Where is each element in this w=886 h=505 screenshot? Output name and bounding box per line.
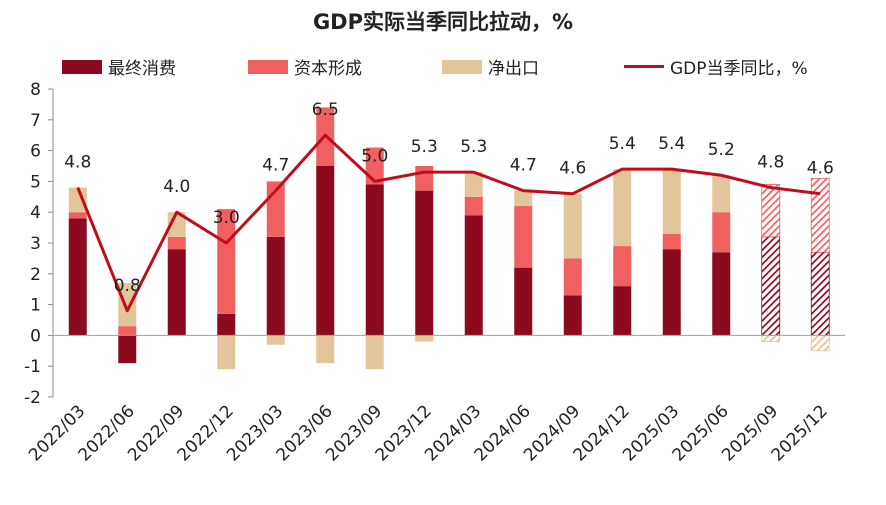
data-label-gdp: 5.3 [460,137,487,157]
data-label-gdp: 4.7 [510,156,537,176]
data-label-gdp: 4.8 [757,153,784,173]
bar-capital-2024-12 [613,246,632,287]
legend: 最终消费 资本形成 净出口 GDP当季同比，% [0,54,886,84]
legend-item-capital: 资本形成 [248,54,362,79]
data-label-gdp: 5.2 [708,140,735,160]
bar-capital-2022-12 [217,209,236,314]
bar-net-exports-2023-09 [365,335,384,370]
bar-capital-2025-09 [761,184,781,238]
y-tick-label: 3 [30,234,41,254]
bar-consumption-2025-09 [761,236,781,336]
bar-capital-2025-03 [662,233,681,250]
bar-net-exports-2025-06 [712,175,731,213]
bar-consumption-2025-03 [662,249,681,336]
series-line-gdp [76,133,821,313]
bar-capital-2024-09 [563,258,582,296]
bar-consumption-2023-09 [365,184,384,336]
bar-capital-2024-06 [514,206,533,268]
y-tick-label: 6 [30,142,41,162]
legend-swatch-capital [248,59,288,74]
y-tick-label: 4 [30,203,41,223]
bar-consumption-2022-03 [68,218,87,336]
legend-item-gdp: GDP当季同比，% [624,54,808,79]
legend-label-capital: 资本形成 [294,59,362,79]
legend-swatch-gdp [624,65,664,68]
data-label-gdp: 5.3 [411,137,438,157]
bar-consumption-2024-03 [464,215,483,336]
bar-capital-2025-12 [810,177,830,253]
bar-net-exports-2024-03 [464,172,483,197]
bar-consumption-2024-06 [514,267,533,336]
y-tick-label: 8 [30,80,41,100]
y-tick-label: 2 [30,265,41,285]
data-label-gdp: 4.0 [163,177,190,197]
data-label-gdp: 4.6 [559,159,586,179]
bar-consumption-2023-12 [415,190,434,336]
bar-consumption-2023-03 [266,236,285,336]
y-tick-label: -1 [24,357,41,377]
bar-net-exports-2023-12 [415,335,434,342]
bar-consumption-2022-09 [167,249,186,336]
bar-capital-2022-06 [118,326,137,336]
data-label-gdp: 3.0 [213,208,240,228]
data-label-gdp: 4.8 [64,153,91,173]
bar-net-exports-2024-12 [613,169,632,247]
bar-net-exports-2022-12 [217,335,236,370]
y-tick-label: 1 [30,296,41,316]
data-label-gdp: 5.4 [609,134,636,154]
bar-consumption-2023-06 [316,166,335,336]
data-label-gdp: 4.7 [262,156,289,176]
data-label-gdp: 0.8 [114,276,141,296]
bar-net-exports-2024-06 [514,190,533,207]
bar-net-exports-2025-12 [810,334,830,352]
bar-consumption-2025-12 [810,251,830,336]
bar-net-exports-2025-09 [761,334,781,342]
y-tick-label: 7 [30,111,41,131]
bar-net-exports-2024-09 [563,193,582,259]
legend-label-gdp: GDP当季同比，% [670,59,808,79]
legend-item-consumption: 最终消费 [62,54,176,79]
y-tick-label: -2 [24,388,41,408]
legend-swatch-net-exports [442,59,482,74]
bar-consumption-2024-09 [563,295,582,336]
bar-consumption-2022-06 [118,335,137,364]
bar-consumption-2022-12 [217,313,236,336]
legend-item-net-exports: 净出口 [442,54,539,79]
bar-net-exports-2023-06 [316,335,335,364]
bar-capital-2023-12 [415,166,434,191]
data-label-gdp: 5.4 [658,134,685,154]
bar-net-exports-2022-03 [68,187,87,213]
bar-capital-2022-03 [68,212,87,219]
data-label-gdp: 4.6 [807,159,834,179]
chart-title: GDP实际当季同比拉动，% [312,10,574,34]
legend-swatch-consumption [62,59,102,74]
legend-label-consumption: 最终消费 [108,59,176,79]
y-tick-label: 5 [30,172,41,192]
bar-net-exports-2022-06 [118,283,137,327]
bar-capital-2025-06 [712,212,731,253]
data-label-gdp: 6.5 [312,100,339,120]
data-label-gdp: 5.0 [361,146,388,166]
bar-capital-2022-09 [167,236,186,250]
bar-net-exports-2025-03 [662,169,681,234]
bar-capital-2024-03 [464,196,483,216]
bar-net-exports-2023-03 [266,335,285,345]
legend-label-net-exports: 净出口 [488,59,539,79]
y-tick-label: 0 [30,326,41,346]
bar-consumption-2025-06 [712,252,731,336]
bar-consumption-2024-12 [613,286,632,336]
